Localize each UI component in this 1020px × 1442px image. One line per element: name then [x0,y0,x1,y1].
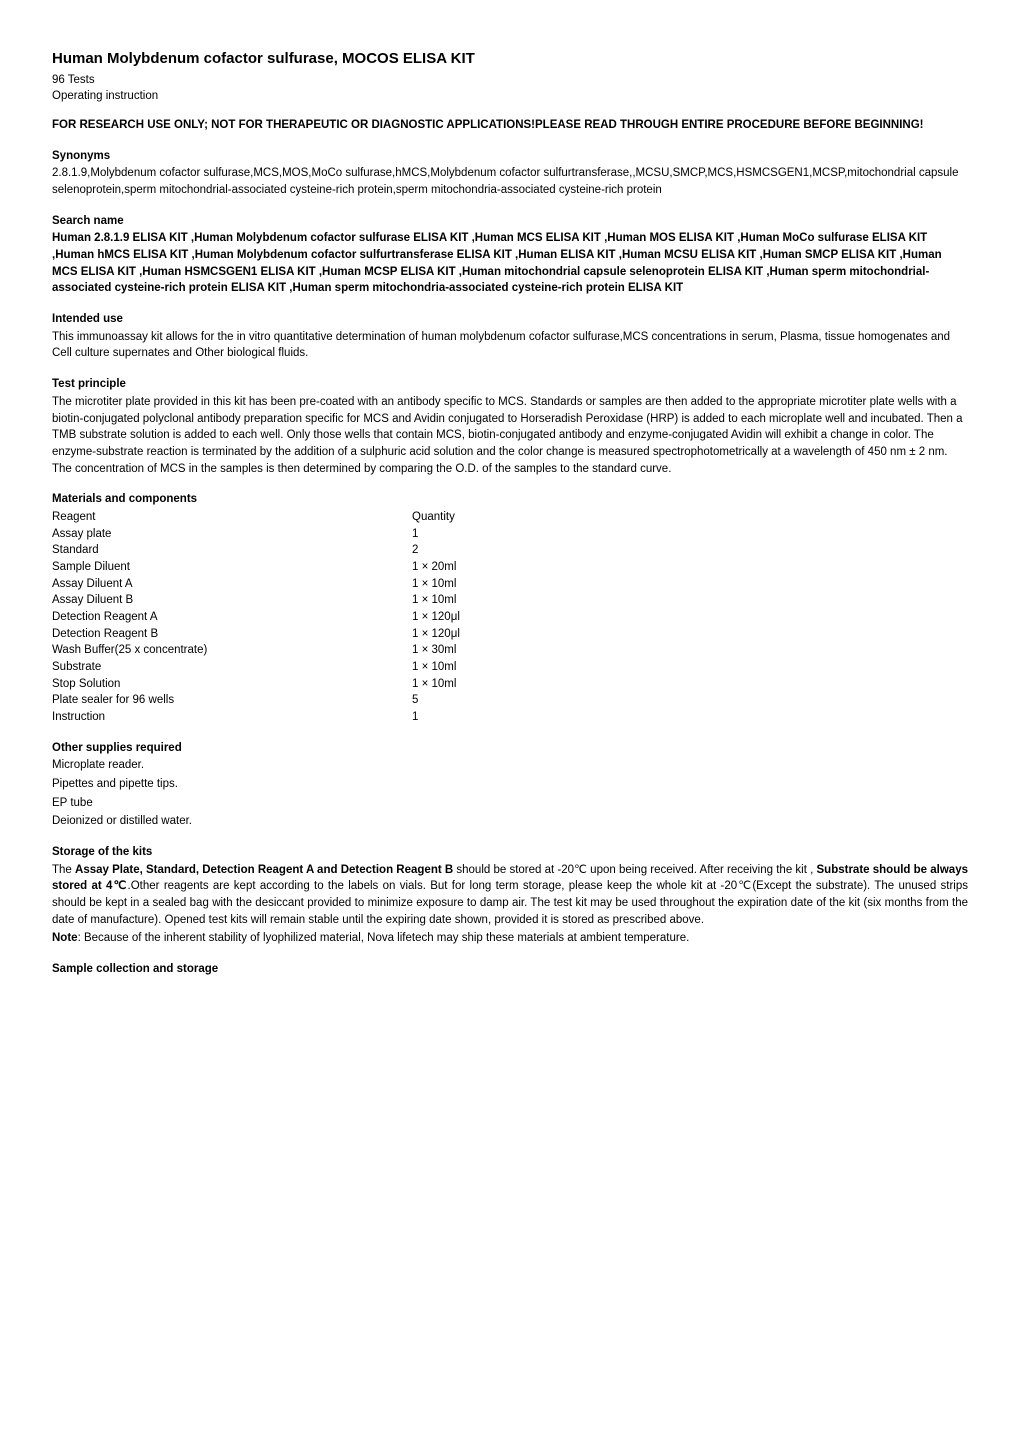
supply-line: Pipettes and pipette tips. [52,776,968,793]
quantity-cell: 1 × 10ml [412,592,968,609]
reagent-cell: Detection Reagent B [52,626,412,643]
search-name-body: Human 2.8.1.9 ELISA KIT ,Human Molybdenu… [52,230,968,297]
col-quantity-header: Quantity [412,509,968,526]
disclaimer: FOR RESEARCH USE ONLY; NOT FOR THERAPEUT… [52,117,968,134]
table-row: Detection Reagent B 1 × 120μl [52,626,968,643]
reagent-cell: Substrate [52,659,412,676]
quantity-cell: 1 × 10ml [412,659,968,676]
reagent-cell: Standard [52,542,412,559]
synonyms-heading: Synonyms [52,148,968,165]
quantity-cell: 1 [412,526,968,543]
storage-frag-bold: Assay Plate, Standard, Detection Reagent… [75,864,453,876]
reagent-cell: Sample Diluent [52,559,412,576]
test-principle-heading: Test principle [52,376,968,393]
sample-collection-heading: Sample collection and storage [52,961,968,978]
intended-use-heading: Intended use [52,311,968,328]
quantity-cell: 1 × 10ml [412,676,968,693]
reagent-cell: Instruction [52,709,412,726]
test-principle-body: The microtiter plate provided in this ki… [52,394,968,477]
note-body: : Because of the inherent stability of l… [78,932,690,944]
intended-use-body: This immunoassay kit allows for the in v… [52,329,968,362]
note-label: Note [52,932,78,944]
operating-instruction-label: Operating instruction [52,88,968,105]
storage-body: The Assay Plate, Standard, Detection Rea… [52,862,968,929]
table-row: Stop Solution 1 × 10ml [52,676,968,693]
table-row: Plate sealer for 96 wells 5 [52,692,968,709]
other-supplies-heading: Other supplies required [52,740,968,757]
table-row: Substrate 1 × 10ml [52,659,968,676]
table-row: Detection Reagent A 1 × 120μl [52,609,968,626]
storage-note: Note: Because of the inherent stability … [52,930,968,947]
quantity-cell: 1 × 20ml [412,559,968,576]
storage-frag: The [52,864,75,876]
tests-count: 96 Tests [52,72,968,89]
supply-line: Deionized or distilled water. [52,813,968,830]
table-row: Standard 2 [52,542,968,559]
reagent-cell: Assay plate [52,526,412,543]
quantity-cell: 1 × 120μl [412,609,968,626]
quantity-cell: 5 [412,692,968,709]
col-reagent-header: Reagent [52,509,412,526]
reagent-cell: Stop Solution [52,676,412,693]
reagent-cell: Plate sealer for 96 wells [52,692,412,709]
reagent-cell: Assay Diluent A [52,576,412,593]
quantity-cell: 1 × 120μl [412,626,968,643]
reagent-cell: Detection Reagent A [52,609,412,626]
reagent-cell: Wash Buffer(25 x concentrate) [52,642,412,659]
table-row: Wash Buffer(25 x concentrate) 1 × 30ml [52,642,968,659]
table-header-row: Reagent Quantity [52,509,968,526]
materials-table: Reagent Quantity Assay plate 1 Standard … [52,509,968,726]
supply-line: EP tube [52,795,968,812]
synonyms-body: 2.8.1.9,Molybdenum cofactor sulfurase,MC… [52,165,968,198]
table-row: Assay Diluent B 1 × 10ml [52,592,968,609]
search-name-heading: Search name [52,213,968,230]
table-row: Sample Diluent 1 × 20ml [52,559,968,576]
storage-frag: .Other reagents are kept according to th… [52,880,968,925]
reagent-cell: Assay Diluent B [52,592,412,609]
quantity-cell: 2 [412,542,968,559]
table-row: Instruction 1 [52,709,968,726]
quantity-cell: 1 [412,709,968,726]
materials-heading: Materials and components [52,491,968,508]
storage-heading: Storage of the kits [52,844,968,861]
table-row: Assay plate 1 [52,526,968,543]
quantity-cell: 1 × 30ml [412,642,968,659]
table-row: Assay Diluent A 1 × 10ml [52,576,968,593]
storage-frag: should be stored at -20℃ upon being rece… [453,864,816,876]
supply-line: Microplate reader. [52,757,968,774]
page-title: Human Molybdenum cofactor sulfurase, MOC… [52,48,968,70]
quantity-cell: 1 × 10ml [412,576,968,593]
